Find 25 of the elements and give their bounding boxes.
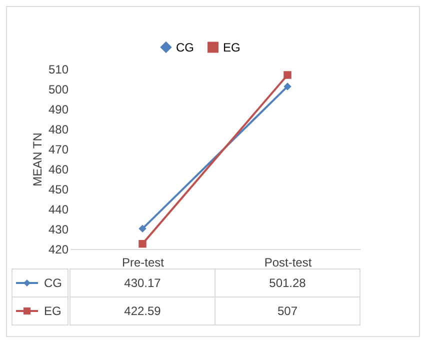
text: EG [44, 304, 62, 318]
point [284, 71, 292, 79]
text: CG [44, 276, 62, 290]
legend-label: CG [176, 40, 194, 54]
x-tick-label: Pre-test [122, 256, 165, 270]
point [138, 240, 146, 248]
data-label: 422.59 [124, 304, 162, 318]
y-tick-label: 480 [48, 122, 69, 136]
y-tick-label: 510 [48, 62, 69, 76]
y-tick-label: 490 [48, 102, 69, 116]
data-label: 430.17 [124, 276, 162, 290]
y-tick-label: 500 [48, 82, 69, 96]
y-tick-label: 450 [48, 182, 69, 196]
point [138, 224, 146, 233]
y-axis-title: MEAN TN [30, 132, 44, 186]
point [284, 82, 292, 90]
y-tick-label: 470 [48, 142, 69, 156]
x-tick-label: Post-test [264, 256, 312, 270]
y-tick-label: 460 [48, 162, 69, 176]
data-label: 507 [277, 304, 298, 318]
y-tick-label: 430 [48, 222, 69, 236]
legend-label: EG [223, 40, 240, 54]
y-tick-label: 440 [48, 202, 69, 216]
y-tick-label: 420 [48, 242, 69, 256]
data-label: 501.28 [269, 276, 306, 290]
